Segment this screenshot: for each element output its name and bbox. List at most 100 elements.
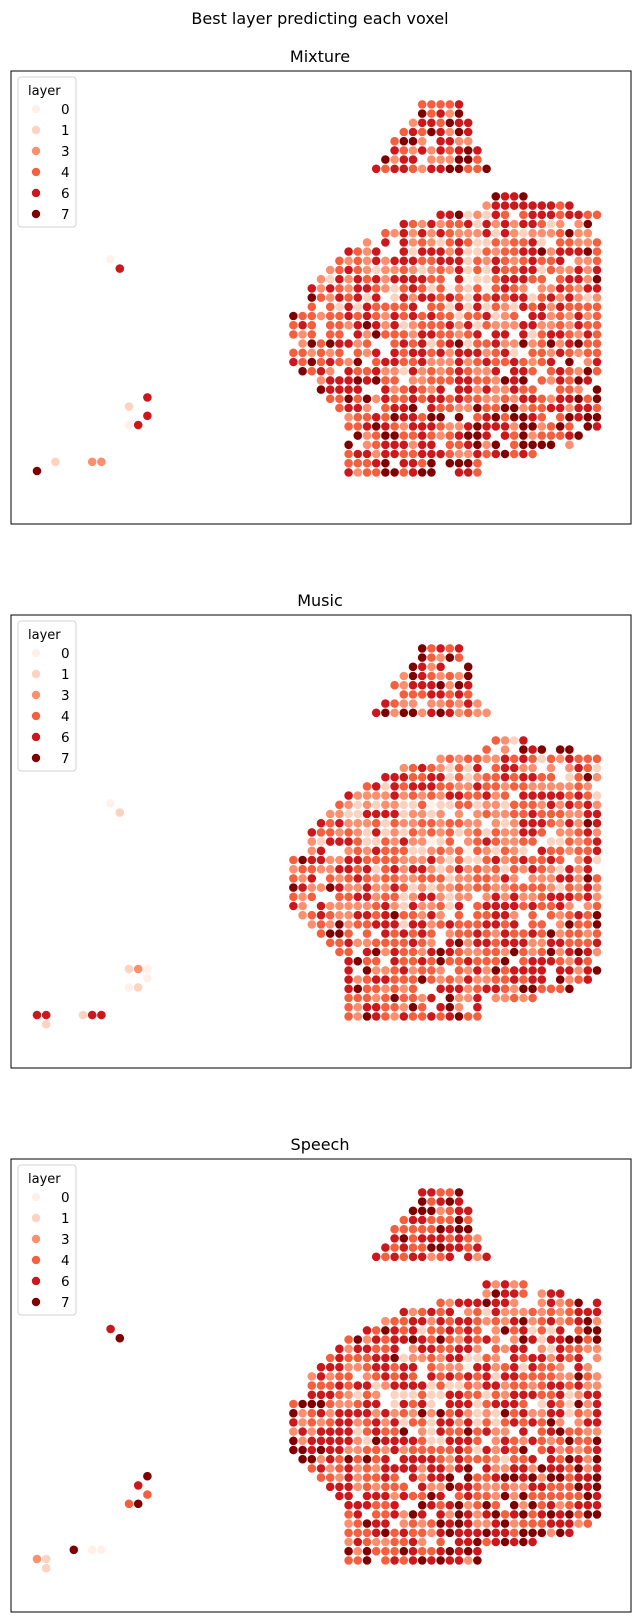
voxel-point (518, 827, 529, 838)
voxel-point (352, 393, 363, 404)
legend-label: 0 (61, 1190, 70, 1206)
voxel-point (389, 928, 400, 939)
voxel-point (481, 1316, 492, 1327)
voxel-point (398, 836, 409, 847)
voxel-point (555, 855, 566, 865)
voxel-point (472, 1233, 483, 1244)
voxel-point (41, 1563, 52, 1574)
voxel-point (325, 393, 336, 404)
voxel-point (518, 809, 529, 819)
voxel-point (527, 393, 538, 404)
voxel-point (509, 338, 520, 349)
voxel-point (362, 891, 372, 902)
voxel-point (564, 209, 575, 220)
voxel-point (564, 412, 575, 423)
voxel-point (592, 1445, 602, 1455)
voxel-point (490, 1426, 501, 1437)
voxel-point (389, 320, 400, 331)
voxel-point (573, 329, 584, 340)
voxel-point (546, 799, 556, 810)
voxel-point (555, 1399, 566, 1409)
voxel-point (408, 1435, 418, 1446)
voxel-point (398, 283, 409, 294)
voxel-point (481, 956, 492, 967)
voxel-point (398, 1537, 409, 1547)
voxel-point (362, 937, 372, 948)
voxel-point (362, 809, 372, 819)
voxel-point (527, 1353, 538, 1363)
voxel-point (463, 937, 474, 948)
voxel-point (435, 1325, 446, 1336)
voxel-point (96, 1544, 107, 1555)
voxel-point (435, 219, 446, 229)
voxel-point (500, 1463, 510, 1474)
voxel-point (454, 1389, 464, 1400)
voxel-point (316, 1389, 326, 1400)
voxel-point (380, 1408, 391, 1419)
voxel-point (398, 910, 409, 921)
voxel-point (444, 1316, 455, 1327)
voxel-point (546, 1325, 556, 1336)
voxel-point (592, 1307, 602, 1317)
voxel-point (546, 1481, 556, 1492)
voxel-point (371, 255, 382, 266)
voxel-point (582, 1362, 593, 1373)
voxel-point (435, 974, 446, 985)
voxel-point (463, 127, 474, 137)
voxel-point (454, 1215, 464, 1225)
voxel-point (417, 928, 428, 939)
voxel-point (389, 228, 400, 239)
voxel-point (582, 873, 593, 884)
voxel-point (362, 855, 372, 865)
voxel-point (408, 439, 418, 450)
voxel-point (398, 458, 409, 469)
voxel-point (490, 1491, 501, 1501)
voxel-point (398, 993, 409, 1003)
voxel-point (472, 1555, 483, 1566)
voxel-point (454, 1445, 464, 1455)
voxel-point (481, 246, 492, 257)
voxel-point (463, 707, 474, 718)
voxel-point (380, 873, 391, 884)
voxel-point (546, 753, 556, 764)
voxel-point (426, 1011, 437, 1022)
voxel-point (398, 412, 409, 423)
voxel-point (343, 937, 354, 948)
voxel-point (564, 928, 575, 939)
voxel-point (371, 1454, 382, 1465)
voxel-point (573, 919, 584, 930)
legend-title: layer (28, 1172, 61, 1187)
voxel-point (334, 827, 345, 838)
voxel-point (408, 1215, 418, 1225)
voxel-point (546, 421, 556, 432)
voxel-point (371, 983, 382, 994)
voxel-point (316, 827, 326, 838)
voxel-point (408, 901, 418, 911)
voxel-point (325, 1481, 336, 1492)
voxel-point (362, 1389, 372, 1400)
voxel-point (463, 154, 474, 165)
voxel-point (408, 366, 418, 377)
voxel-point (573, 1353, 584, 1363)
voxel-point (417, 366, 428, 377)
voxel-point (417, 947, 428, 957)
voxel-point (481, 1380, 492, 1391)
voxel-point (564, 836, 575, 847)
voxel-point (417, 845, 428, 856)
voxel-point (555, 274, 566, 285)
legend-title: layer (28, 84, 61, 99)
voxel-point (582, 246, 593, 257)
voxel-point (444, 1187, 455, 1198)
voxel-point (472, 283, 483, 294)
voxel-point (417, 827, 428, 838)
voxel-point (518, 274, 529, 285)
voxel-point (463, 1215, 474, 1225)
voxel-point (444, 1242, 455, 1253)
voxel-point (509, 1509, 520, 1520)
voxel-point (490, 311, 501, 321)
voxel-point (546, 809, 556, 819)
voxel-point (371, 329, 382, 340)
voxel-point (297, 864, 308, 875)
voxel-point (435, 1353, 446, 1363)
voxel-point (509, 320, 520, 331)
